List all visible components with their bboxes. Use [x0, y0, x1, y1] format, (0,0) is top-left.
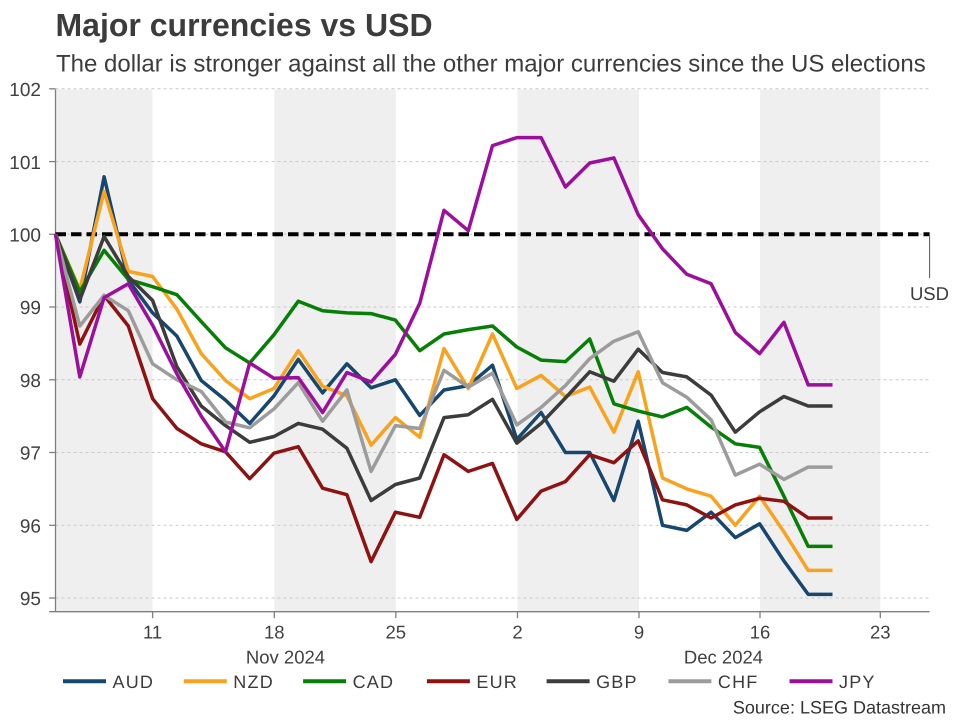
svg-text:JPY: JPY	[839, 672, 876, 692]
svg-text:100: 100	[9, 226, 41, 247]
svg-text:The dollar is stronger against: The dollar is stronger against all the o…	[56, 51, 926, 78]
svg-text:98: 98	[20, 371, 41, 392]
svg-text:Major currencies vs USD: Major currencies vs USD	[56, 7, 433, 43]
svg-text:25: 25	[386, 622, 407, 643]
svg-text:95: 95	[20, 589, 41, 610]
svg-text:101: 101	[9, 153, 41, 174]
svg-text:CAD: CAD	[353, 672, 395, 692]
svg-text:GBP: GBP	[596, 672, 638, 692]
svg-text:97: 97	[20, 444, 41, 465]
svg-text:USD: USD	[910, 283, 949, 304]
svg-text:Nov 2024: Nov 2024	[246, 647, 325, 668]
svg-text:Source: LSEG Datastream: Source: LSEG Datastream	[733, 698, 946, 718]
svg-text:23: 23	[870, 622, 891, 643]
svg-text:AUD: AUD	[113, 672, 155, 692]
svg-text:99: 99	[20, 298, 41, 319]
svg-text:102: 102	[9, 80, 41, 101]
svg-text:18: 18	[264, 622, 285, 643]
svg-text:96: 96	[20, 517, 41, 538]
svg-text:9: 9	[634, 622, 644, 643]
svg-text:2: 2	[512, 622, 522, 643]
svg-text:Dec 2024: Dec 2024	[684, 647, 763, 668]
svg-text:CHF: CHF	[718, 672, 759, 692]
svg-text:11: 11	[143, 622, 162, 643]
svg-text:EUR: EUR	[476, 672, 518, 692]
svg-text:NZD: NZD	[233, 672, 274, 692]
svg-text:16: 16	[750, 622, 771, 643]
